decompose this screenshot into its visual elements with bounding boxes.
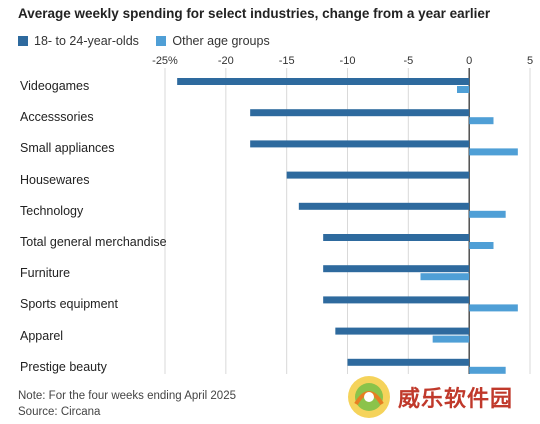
bar-other-ages bbox=[469, 304, 518, 312]
bar-18-24 bbox=[335, 327, 470, 335]
legend-swatch-series-b bbox=[156, 36, 167, 46]
category-label: Technology bbox=[20, 203, 84, 218]
bar-18-24 bbox=[250, 140, 470, 148]
watermark-logo-icon bbox=[348, 376, 390, 418]
legend-label-series-b: Other age groups bbox=[172, 34, 270, 48]
category-label: Housewares bbox=[20, 172, 90, 187]
bar-18-24 bbox=[298, 202, 470, 210]
category-label: Prestige beauty bbox=[20, 359, 107, 374]
bar-other-ages bbox=[432, 335, 470, 343]
legend: 18- to 24-year-olds Other age groups bbox=[18, 34, 284, 49]
x-tick-label: 0 bbox=[466, 55, 473, 67]
bar-other-ages bbox=[469, 117, 494, 125]
x-tick-label: -20 bbox=[217, 55, 234, 67]
bar-other-ages bbox=[420, 273, 470, 281]
watermark-text: 威乐软件园 bbox=[398, 387, 514, 412]
legend-item-series-b: Other age groups bbox=[156, 34, 270, 48]
x-tick-label: -10 bbox=[339, 55, 356, 67]
x-tick-label: -15 bbox=[278, 55, 295, 67]
category-label: Apparel bbox=[20, 328, 64, 343]
legend-label-series-a: 18- to 24-year-olds bbox=[34, 34, 139, 48]
bar-18-24 bbox=[323, 234, 470, 241]
x-tick-label: -5 bbox=[403, 55, 414, 67]
bar-18-24 bbox=[286, 171, 470, 179]
legend-swatch-series-a bbox=[18, 36, 28, 46]
category-label: Sports equipment bbox=[20, 297, 118, 312]
bar-18-24 bbox=[347, 358, 470, 366]
bar-18-24 bbox=[177, 78, 470, 85]
category-label: Small appliances bbox=[20, 141, 115, 156]
bar-18-24 bbox=[323, 265, 470, 273]
category-label: Videogames bbox=[20, 79, 90, 93]
bar-18-24 bbox=[250, 109, 470, 117]
bar-18-24 bbox=[323, 296, 470, 304]
category-label: Furniture bbox=[20, 266, 71, 281]
legend-item-series-a: 18- to 24-year-olds bbox=[18, 34, 139, 48]
watermark: 威乐软件园 bbox=[346, 374, 513, 420]
bar-other-ages bbox=[469, 210, 506, 218]
bar-other-ages bbox=[469, 366, 506, 374]
chart-note: Note: For the four weeks ending April 20… bbox=[18, 390, 236, 402]
bar-other-ages bbox=[457, 86, 470, 93]
x-tick-label: -25% bbox=[152, 55, 178, 67]
chart-source: Source: Circana bbox=[18, 406, 101, 418]
chart-title: Average weekly spending for select indus… bbox=[18, 6, 491, 21]
x-tick-label: 5 bbox=[526, 55, 534, 67]
category-label: Total general merchandise bbox=[20, 235, 167, 249]
category-label: Accesssories bbox=[20, 110, 94, 125]
bar-other-ages bbox=[469, 148, 518, 156]
bar-other-ages bbox=[469, 242, 494, 249]
